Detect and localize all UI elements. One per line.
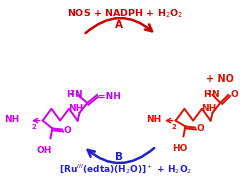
Text: H: H (66, 90, 74, 98)
Text: 2: 2 (31, 124, 36, 130)
Text: O: O (63, 126, 71, 135)
Text: A: A (115, 20, 123, 30)
Text: 2: 2 (172, 124, 177, 130)
Text: N: N (211, 90, 218, 98)
Text: B: B (115, 152, 123, 162)
Text: [Ru$^{III}$(edta)(H$_2$O)]$^+$ + H$_2$O$_2$: [Ru$^{III}$(edta)(H$_2$O)]$^+$ + H$_2$O$… (59, 162, 192, 176)
Text: NH: NH (201, 104, 216, 113)
Text: NH: NH (4, 115, 19, 124)
Text: HO: HO (172, 144, 187, 153)
Text: OH: OH (37, 146, 52, 155)
Text: O: O (230, 91, 238, 99)
Text: H: H (203, 90, 211, 98)
Text: NOS + NADPH + H$_2$O$_2$: NOS + NADPH + H$_2$O$_2$ (67, 7, 183, 20)
Text: 2: 2 (207, 90, 212, 96)
Text: =NH: =NH (98, 92, 121, 101)
Text: NH: NH (68, 104, 83, 113)
Text: + NO: + NO (206, 74, 234, 84)
Text: 2: 2 (70, 90, 75, 96)
Text: N: N (74, 90, 81, 98)
Text: NH: NH (146, 115, 161, 124)
Text: O: O (196, 124, 204, 133)
